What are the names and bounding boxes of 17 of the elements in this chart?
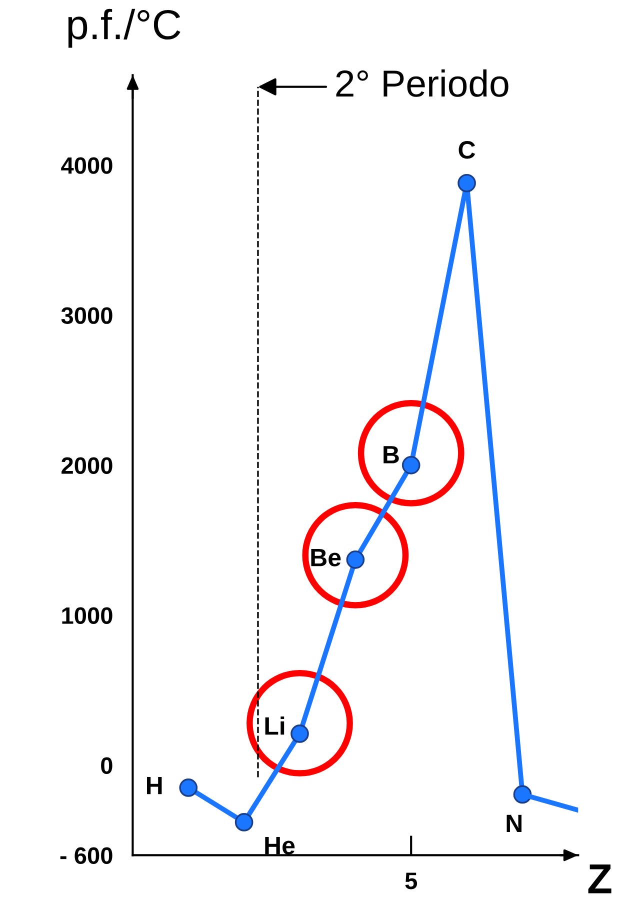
y-tick-label: 4000	[61, 157, 112, 174]
annotation: B	[384, 446, 399, 464]
y-tick-label: - 600	[60, 847, 112, 864]
y-tick-label: 1000	[62, 607, 112, 624]
y-tick-label: 2000	[62, 457, 112, 474]
y-axis-title: p.f./°C	[68, 8, 180, 48]
annotation: Li	[265, 716, 284, 735]
y-tick-label: 0	[101, 757, 112, 774]
annotation: 2° Periodo	[336, 69, 508, 97]
x-tick-label: 5	[405, 872, 418, 890]
annotation: He	[265, 837, 295, 854]
annotation: Be	[311, 548, 341, 566]
annotation: C	[458, 141, 476, 159]
annotation: N	[506, 814, 522, 832]
x-axis-title: Z	[588, 864, 612, 894]
annotation: H	[146, 776, 162, 794]
y-tick-label: 3000	[61, 307, 112, 324]
